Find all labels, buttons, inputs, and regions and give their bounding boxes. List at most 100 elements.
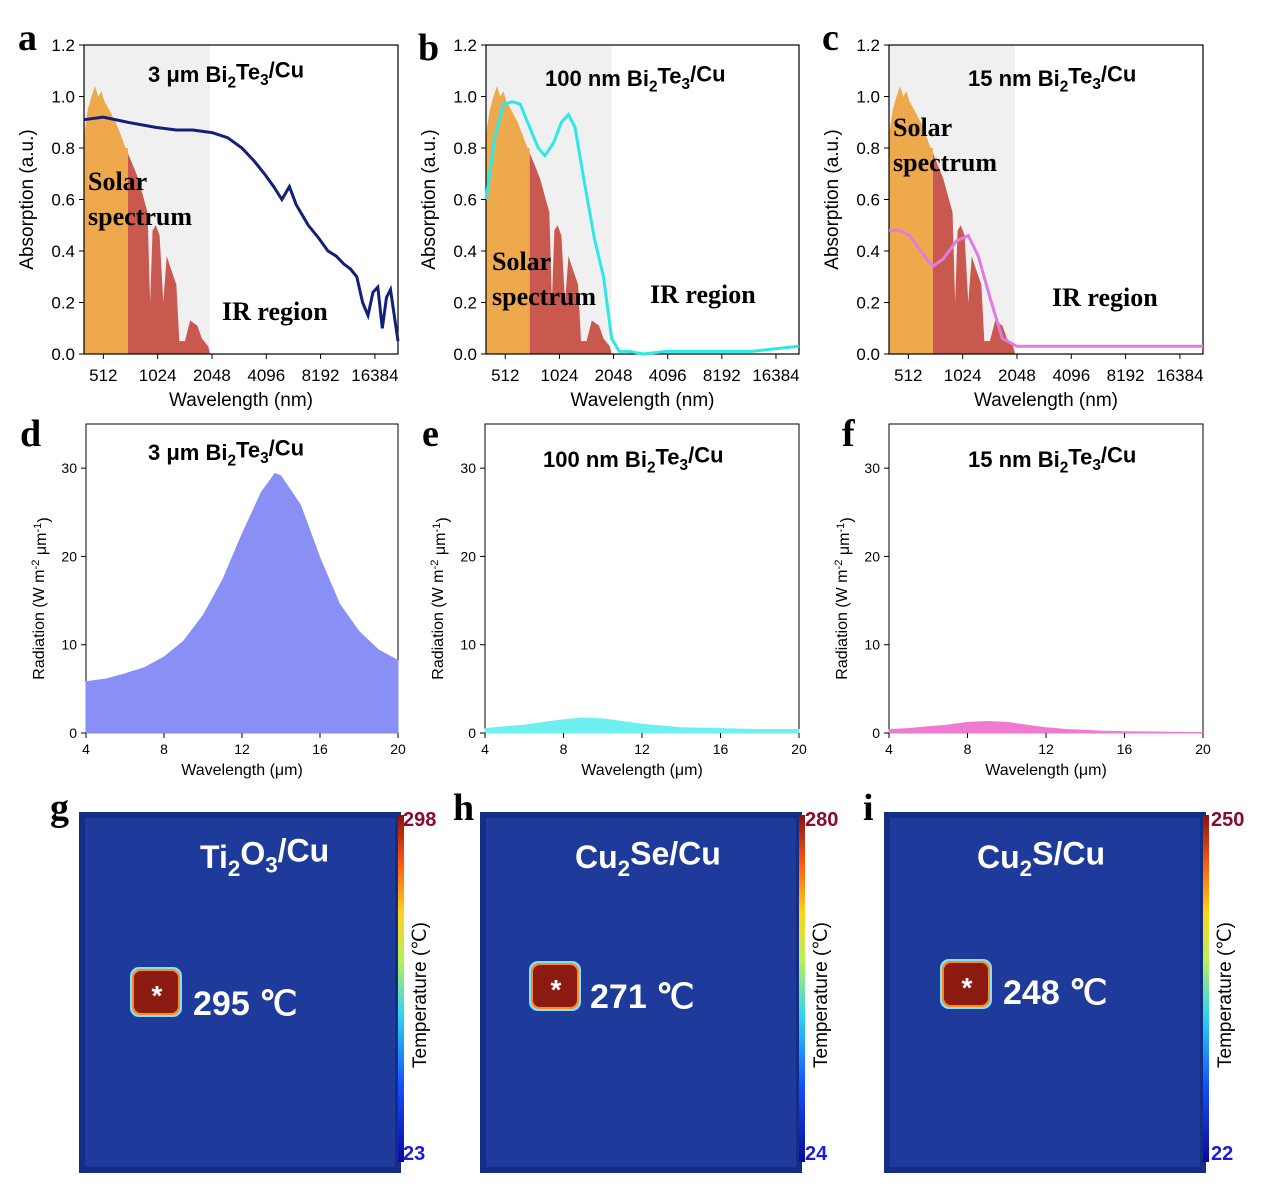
panel-title-part: Te — [1068, 445, 1092, 470]
panel-title-part: 100 nm Bi — [545, 66, 649, 91]
measurement-marker: * — [962, 972, 973, 1003]
y-tick-label: 10 — [864, 637, 880, 653]
y-axis-label-part: -2 — [833, 560, 845, 570]
absorption-panel-a: 0.0 0.2 0.4 0.6 0.8 1.0 1.2 512 1024 2048 4096 8192… — [17, 17, 400, 411]
sample-label: Cu2S/Cu — [977, 836, 1105, 881]
y-tick-label: 0.4 — [51, 242, 75, 261]
panel-title-part: 3 — [260, 72, 269, 89]
y-tick-label: 1.0 — [51, 88, 75, 107]
y-tick-label: 20 — [864, 548, 880, 564]
y-axis-label: Radiation (W m-2 μm-1) — [30, 517, 52, 679]
hot-spot — [944, 963, 988, 1005]
y-axis-label-part: -2 — [429, 560, 441, 570]
thermal-image-h: * Cu2Se/Cu 271 ℃ 280 24 Temperature (℃) h — [453, 787, 838, 1173]
x-tick-label: 1024 — [944, 366, 982, 385]
panel-title-part: /Cu — [1101, 442, 1136, 467]
panel-title: 100 nm Bi2Te3/Cu — [543, 442, 724, 476]
y-tick-label: 0 — [69, 725, 77, 741]
y-tick-label: 1.2 — [51, 36, 75, 55]
absorption-line — [83, 115, 400, 342]
panel-title: 100 nm Bi2Te3/Cu — [545, 61, 726, 95]
colorbar-min: 23 — [403, 1143, 425, 1165]
y-tick-label: 0.2 — [856, 294, 880, 313]
panel-title-part: Te — [236, 438, 260, 463]
y-tick-label: 10 — [61, 637, 77, 653]
x-tick-label: 16384 — [752, 366, 799, 385]
sample-label-part: 2 — [228, 856, 240, 881]
y-tick-label: 30 — [61, 460, 77, 476]
panel-title: 15 nm Bi2Te3/Cu — [968, 442, 1136, 476]
y-tick-label: 0.8 — [856, 139, 880, 158]
thermal-image-g: * Ti2O3/Cu 295 ℃ 298 23 Temperature (℃) g — [50, 787, 436, 1173]
colorbar-max: 280 — [805, 809, 838, 831]
x-tick-label: 512 — [89, 366, 117, 385]
panel-title-part: 2 — [1060, 78, 1069, 95]
x-tick-label: 8 — [964, 741, 972, 757]
x-tick-label: 8 — [560, 741, 568, 757]
y-axis-label-part: ) — [434, 517, 451, 522]
x-tick-label: 4 — [82, 741, 90, 757]
x-tick-label: 16 — [713, 741, 729, 757]
y-tick-label: 0.2 — [51, 294, 75, 313]
x-tick-label: 8192 — [302, 366, 340, 385]
x-tick-label: 2048 — [595, 366, 633, 385]
y-tick-label: 1.0 — [453, 88, 477, 107]
temperature-reading: 248 ℃ — [1003, 974, 1107, 1012]
x-tick-label: 4 — [481, 741, 489, 757]
panel-title-part: /Cu — [690, 61, 725, 86]
solar-label: Solar — [88, 167, 147, 196]
radiation-area — [484, 717, 800, 734]
panel-title-part: 3 μm Bi — [148, 440, 227, 465]
y-tick-label: 0.6 — [453, 191, 477, 210]
measurement-marker: * — [152, 980, 163, 1011]
plot-frame — [888, 423, 1204, 734]
panel-title: 15 nm Bi2Te3/Cu — [968, 61, 1136, 95]
solar-spectrum-infrared — [932, 153, 1016, 354]
absorption-panel-b: 0.0 0.2 0.4 0.6 0.8 1.0 1.2 512 1024 2048 4096 8192… — [418, 27, 800, 411]
thermal-background — [887, 815, 1203, 1170]
panel-title-part: 100 nm Bi — [543, 447, 647, 472]
absorption-line — [889, 228, 1203, 348]
solar-spectrum-infrared — [529, 153, 612, 354]
panel-label: d — [20, 413, 41, 455]
panel-title-part: 3 μm Bi — [148, 62, 227, 87]
sample-label-part: Ti — [200, 839, 228, 875]
panel-label: e — [422, 413, 439, 455]
radiation-area — [85, 472, 399, 734]
panel-title-part: 2 — [647, 459, 656, 476]
panel-label: g — [50, 787, 69, 829]
radiation-panel-f: 0 10 20 30 4 8 12 16 20 Wavelength (μm) Radiation … — [833, 413, 1211, 779]
x-tick-label: 512 — [491, 366, 519, 385]
x-tick-label: 512 — [894, 366, 922, 385]
x-axis-label: Wavelength (nm) — [169, 390, 313, 411]
x-tick-label: 8192 — [703, 366, 741, 385]
x-tick-label: 8192 — [1107, 366, 1145, 385]
y-tick-label: 1.2 — [856, 36, 880, 55]
y-tick-label: 30 — [460, 460, 476, 476]
sample-label-part: 2 — [1020, 856, 1032, 881]
panel-title-part: Te — [656, 445, 680, 470]
x-tick-label: 4096 — [1052, 366, 1090, 385]
panel-title-part: Te — [658, 64, 682, 89]
y-axis-label-part: -1 — [32, 523, 44, 533]
ir-region-label: IR region — [222, 297, 328, 326]
colorbar — [799, 815, 805, 1162]
y-axis-label-part: Radiation (W m — [834, 569, 851, 679]
y-tick-label: 0.8 — [453, 139, 477, 158]
y-tick-label: 0.8 — [51, 139, 75, 158]
x-tick-label: 1024 — [139, 366, 177, 385]
y-axis-label-part: Radiation (W m — [31, 569, 48, 679]
y-axis-label-part: -1 — [835, 523, 847, 533]
x-axis-label: Wavelength (μm) — [181, 762, 303, 779]
x-axis-label: Wavelength (nm) — [974, 390, 1118, 411]
y-tick-label: 0 — [872, 725, 880, 741]
colorbar — [398, 815, 404, 1162]
x-tick-label: 16384 — [351, 366, 398, 385]
hot-spot — [134, 971, 178, 1013]
y-tick-label: 0.0 — [856, 345, 880, 364]
panel-title-part: /Cu — [269, 57, 304, 82]
panel-title: 3 μm Bi2Te3/Cu — [148, 435, 304, 469]
y-axis-label-part: μm — [33, 533, 50, 560]
y-axis-label-part: μm — [836, 533, 853, 560]
